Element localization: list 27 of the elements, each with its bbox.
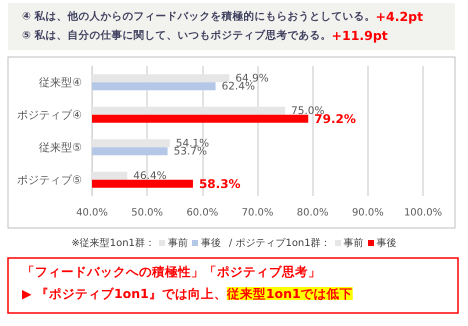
x-tick-label: 50.0%	[131, 208, 164, 218]
x-tick-label: 70.0%	[242, 208, 274, 218]
y-tick-label: 従来型④	[39, 76, 82, 89]
data-label: 53.7%	[174, 145, 207, 158]
x-tick-label: 90.0%	[352, 208, 384, 218]
data-label: 58.3%	[198, 176, 241, 191]
text: +4.2pt	[376, 9, 424, 24]
text: ▶ 『ポジティブ1on1』では向上、	[22, 286, 227, 301]
legend-label: 事後	[200, 236, 221, 250]
text: 「フィードバックへの積極性」「ポジティブ思考」	[22, 264, 321, 279]
x-tick-label: 40.0%	[76, 208, 108, 218]
text: 事後	[376, 238, 397, 249]
chart-subtitle: ⑤ 私は、自分の仕事に関して、いつもポジティブ思考である。	[22, 28, 332, 42]
text: 事前	[344, 238, 364, 249]
data-label: 46.4%	[133, 170, 167, 182]
x-tick-label: 80.0%	[296, 208, 329, 218]
y-tick-label: 従来型⑤	[39, 140, 82, 154]
text: / ポジティブ1on1群：	[228, 236, 331, 250]
chart-title: ④ 私は、他の人からのフィードバックを積極的にもらおうとしている。	[22, 10, 376, 22]
y-tick-label: ポジティブ④	[17, 108, 82, 122]
text: +11.9pt	[332, 28, 388, 43]
data-label: 62.4%	[222, 80, 255, 92]
text: ※従来型1on1群：	[71, 236, 155, 250]
x-tick-label: 60.0%	[186, 208, 218, 218]
y-tick-label: ポジティブ⑤	[17, 173, 82, 186]
legend-label: 事前	[168, 236, 188, 250]
x-tick-label: 100.0%	[404, 208, 442, 218]
